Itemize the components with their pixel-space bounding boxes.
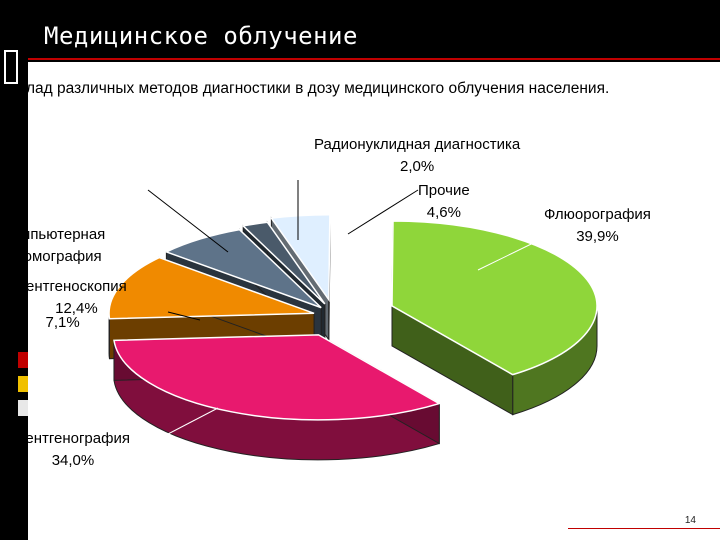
slice-top-rentgenografiya (113, 334, 442, 421)
leader-line-kt (147, 189, 229, 253)
pie-slice-rentgenografiya (113, 334, 442, 461)
label-flyuorografiya: Флюорография 39,9% (544, 204, 651, 248)
label-pct: 2,0% (400, 158, 435, 175)
label-radionuklid: Радионуклидная диагностика 2,0% (314, 134, 520, 178)
accent-box (4, 50, 18, 84)
label-pct: 34,0% (51, 452, 95, 469)
slice-top-rentgenoskopiya (108, 256, 315, 320)
accent-square-red (18, 352, 28, 368)
slice-top-kt (164, 228, 322, 309)
pie-slices (108, 180, 598, 461)
label-rentgenografiya: Рентгенография 34,0% (16, 428, 130, 472)
label-name: ентгеноскопия (26, 278, 127, 295)
label-prochie: Прочие 4,6% (418, 180, 470, 224)
title-divider (28, 58, 720, 60)
label-kt: мпьютерная омография 7,1% (20, 180, 105, 378)
label-rentgenoskopiya: ентгеноскопия 12,4% (26, 276, 127, 320)
slice-top-flyuorografiya (391, 220, 598, 376)
label-pct: 7,1% (45, 314, 80, 331)
label-name: Рентгенография (16, 430, 130, 447)
pie-slice-flyuorografiya (391, 220, 598, 416)
label-name: мпьютерная омография (20, 226, 106, 265)
slide-title: Медицинское облучение (44, 22, 358, 50)
leader-line-prochie (347, 189, 419, 235)
footer-rule (568, 528, 720, 529)
slide-content: лад различных методов диагностики в дозу… (16, 62, 720, 540)
slice-top-radionuklid (241, 221, 326, 305)
leader-line-rentgenoskopiya (167, 311, 201, 321)
label-pct: 12,4% (55, 300, 98, 317)
label-name: Флюорография (544, 206, 651, 223)
accent-square-yellow (18, 376, 28, 392)
pie-chart (108, 180, 598, 461)
label-pct: 4,6% (426, 204, 461, 221)
accent-square-grey (18, 400, 28, 416)
label-pct: 39,9% (576, 228, 619, 245)
leader-line-flyuorografiya (477, 229, 561, 271)
slice-top-prochie (270, 214, 331, 303)
label-name: Прочие (418, 182, 470, 199)
leader-line-rentgenografiya (167, 407, 219, 435)
label-name: Радионуклидная диагностика (314, 136, 521, 153)
slide-subtitle: лад различных методов диагностики в дозу… (26, 80, 610, 97)
page-number: 14 (684, 515, 696, 526)
title-band: Медицинское облучение (0, 0, 720, 64)
